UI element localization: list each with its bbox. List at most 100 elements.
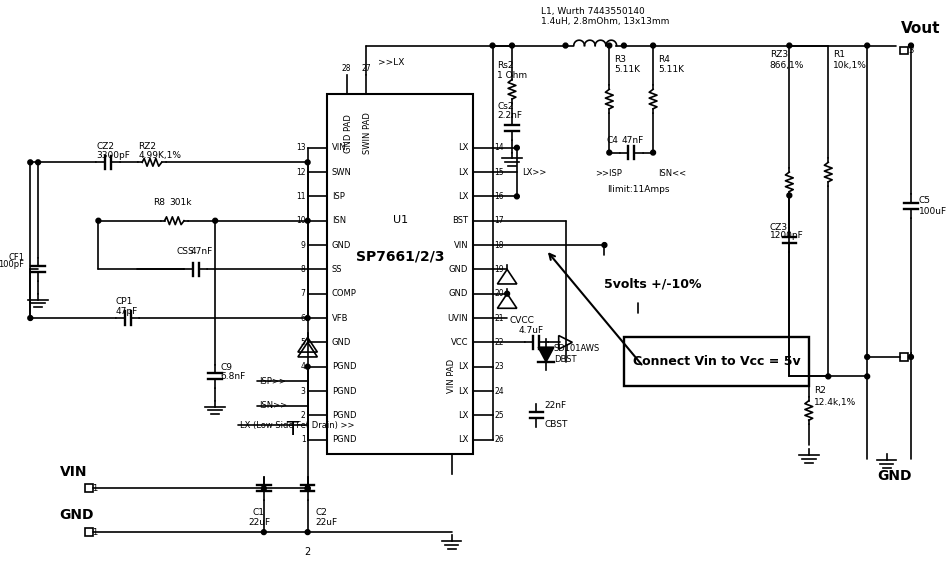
Text: 20: 20	[494, 289, 504, 298]
Text: LX: LX	[458, 192, 468, 201]
Text: LX: LX	[458, 362, 468, 371]
Circle shape	[213, 218, 218, 223]
Text: 16: 16	[494, 192, 504, 201]
Text: 2.2nF: 2.2nF	[498, 111, 522, 120]
Text: 10: 10	[296, 216, 306, 225]
Text: 22: 22	[494, 338, 504, 347]
Text: RZ3: RZ3	[770, 51, 788, 60]
Circle shape	[28, 316, 32, 320]
Text: 5volts +/-10%: 5volts +/-10%	[604, 278, 702, 291]
Text: 26: 26	[494, 435, 504, 444]
Text: Vout: Vout	[902, 21, 940, 36]
Text: 8: 8	[301, 265, 306, 274]
Text: UVIN: UVIN	[447, 314, 468, 323]
Text: 6.8nF: 6.8nF	[220, 372, 245, 381]
Text: 10k,1%: 10k,1%	[833, 61, 867, 70]
Text: LX: LX	[458, 168, 468, 177]
Circle shape	[305, 316, 310, 320]
Text: 4: 4	[908, 352, 913, 361]
Circle shape	[607, 150, 612, 155]
Text: PGND: PGND	[332, 435, 356, 444]
Text: 22nF: 22nF	[544, 401, 566, 410]
Circle shape	[826, 374, 830, 379]
Text: 9: 9	[301, 240, 306, 249]
Text: 1: 1	[301, 435, 306, 444]
Text: ISN<<: ISN<<	[658, 169, 686, 178]
Text: 28: 28	[342, 64, 352, 73]
Text: 47nF: 47nF	[191, 247, 213, 256]
Circle shape	[864, 43, 869, 48]
Text: C1: C1	[253, 508, 265, 517]
Text: R4: R4	[658, 55, 670, 64]
Text: 5.11K: 5.11K	[658, 65, 684, 74]
Text: Rs2: Rs2	[498, 61, 514, 70]
Text: 47nF: 47nF	[621, 136, 644, 145]
Text: 18: 18	[494, 240, 504, 249]
Text: 3300pF: 3300pF	[97, 151, 130, 160]
Text: 47pF: 47pF	[116, 307, 138, 316]
Text: C4: C4	[607, 136, 618, 145]
Text: 1 Ohm: 1 Ohm	[498, 70, 527, 79]
Text: ISN>>: ISN>>	[259, 401, 287, 410]
Circle shape	[96, 218, 101, 223]
Circle shape	[787, 193, 791, 198]
Text: GND PAD: GND PAD	[344, 114, 353, 153]
Text: C2: C2	[315, 508, 328, 517]
Text: 23: 23	[494, 362, 504, 371]
Text: 6: 6	[301, 314, 306, 323]
Text: >>LX: >>LX	[378, 58, 404, 67]
Polygon shape	[539, 347, 554, 362]
Text: 4: 4	[301, 362, 306, 371]
Circle shape	[607, 43, 612, 48]
Text: ISN: ISN	[332, 216, 346, 225]
Circle shape	[305, 364, 310, 369]
Text: COMP: COMP	[332, 289, 357, 298]
Text: C5
100uF: C5 100uF	[919, 196, 947, 216]
Bar	[901, 353, 908, 361]
Text: 1: 1	[92, 528, 98, 537]
Text: R3: R3	[614, 55, 626, 64]
Text: ISP>>: ISP>>	[259, 377, 286, 386]
Text: CSS: CSS	[177, 247, 194, 256]
Circle shape	[621, 43, 626, 48]
Text: 5.11K: 5.11K	[614, 65, 640, 74]
Circle shape	[490, 43, 495, 48]
Text: VIN: VIN	[332, 143, 347, 152]
Bar	[901, 47, 908, 54]
Text: PGND: PGND	[332, 362, 356, 371]
Text: 12.4k,1%: 12.4k,1%	[813, 398, 856, 407]
Text: 1200pF: 1200pF	[770, 231, 804, 240]
Bar	[85, 484, 92, 492]
Text: 22uF: 22uF	[248, 517, 270, 526]
Circle shape	[514, 145, 520, 150]
Text: R8: R8	[153, 198, 165, 207]
Text: LX>>: LX>>	[522, 168, 546, 177]
Circle shape	[651, 150, 655, 155]
Text: 301k: 301k	[169, 198, 192, 207]
Circle shape	[908, 355, 913, 359]
Text: 21: 21	[494, 314, 504, 323]
Circle shape	[651, 43, 655, 48]
Text: LX: LX	[458, 387, 468, 396]
Text: SWIN PAD: SWIN PAD	[364, 112, 372, 154]
Text: VIN: VIN	[60, 464, 87, 479]
Text: 4.99K,1%: 4.99K,1%	[139, 151, 181, 160]
Text: CZ3: CZ3	[770, 224, 788, 233]
Circle shape	[514, 194, 520, 199]
Text: CF1: CF1	[9, 253, 25, 262]
Text: GND: GND	[332, 240, 352, 249]
Text: R2: R2	[813, 386, 826, 395]
Circle shape	[864, 355, 869, 359]
Text: 22uF: 22uF	[315, 517, 337, 526]
Circle shape	[261, 530, 266, 534]
Text: CBST: CBST	[544, 420, 567, 429]
Text: 27: 27	[361, 64, 370, 73]
Circle shape	[563, 43, 568, 48]
Circle shape	[36, 160, 41, 165]
Text: PGND: PGND	[332, 387, 356, 396]
Text: 866,1%: 866,1%	[770, 61, 805, 70]
Text: U1: U1	[392, 215, 408, 225]
Circle shape	[602, 243, 607, 248]
Text: 5: 5	[301, 338, 306, 347]
Text: VIN PAD: VIN PAD	[447, 359, 456, 394]
